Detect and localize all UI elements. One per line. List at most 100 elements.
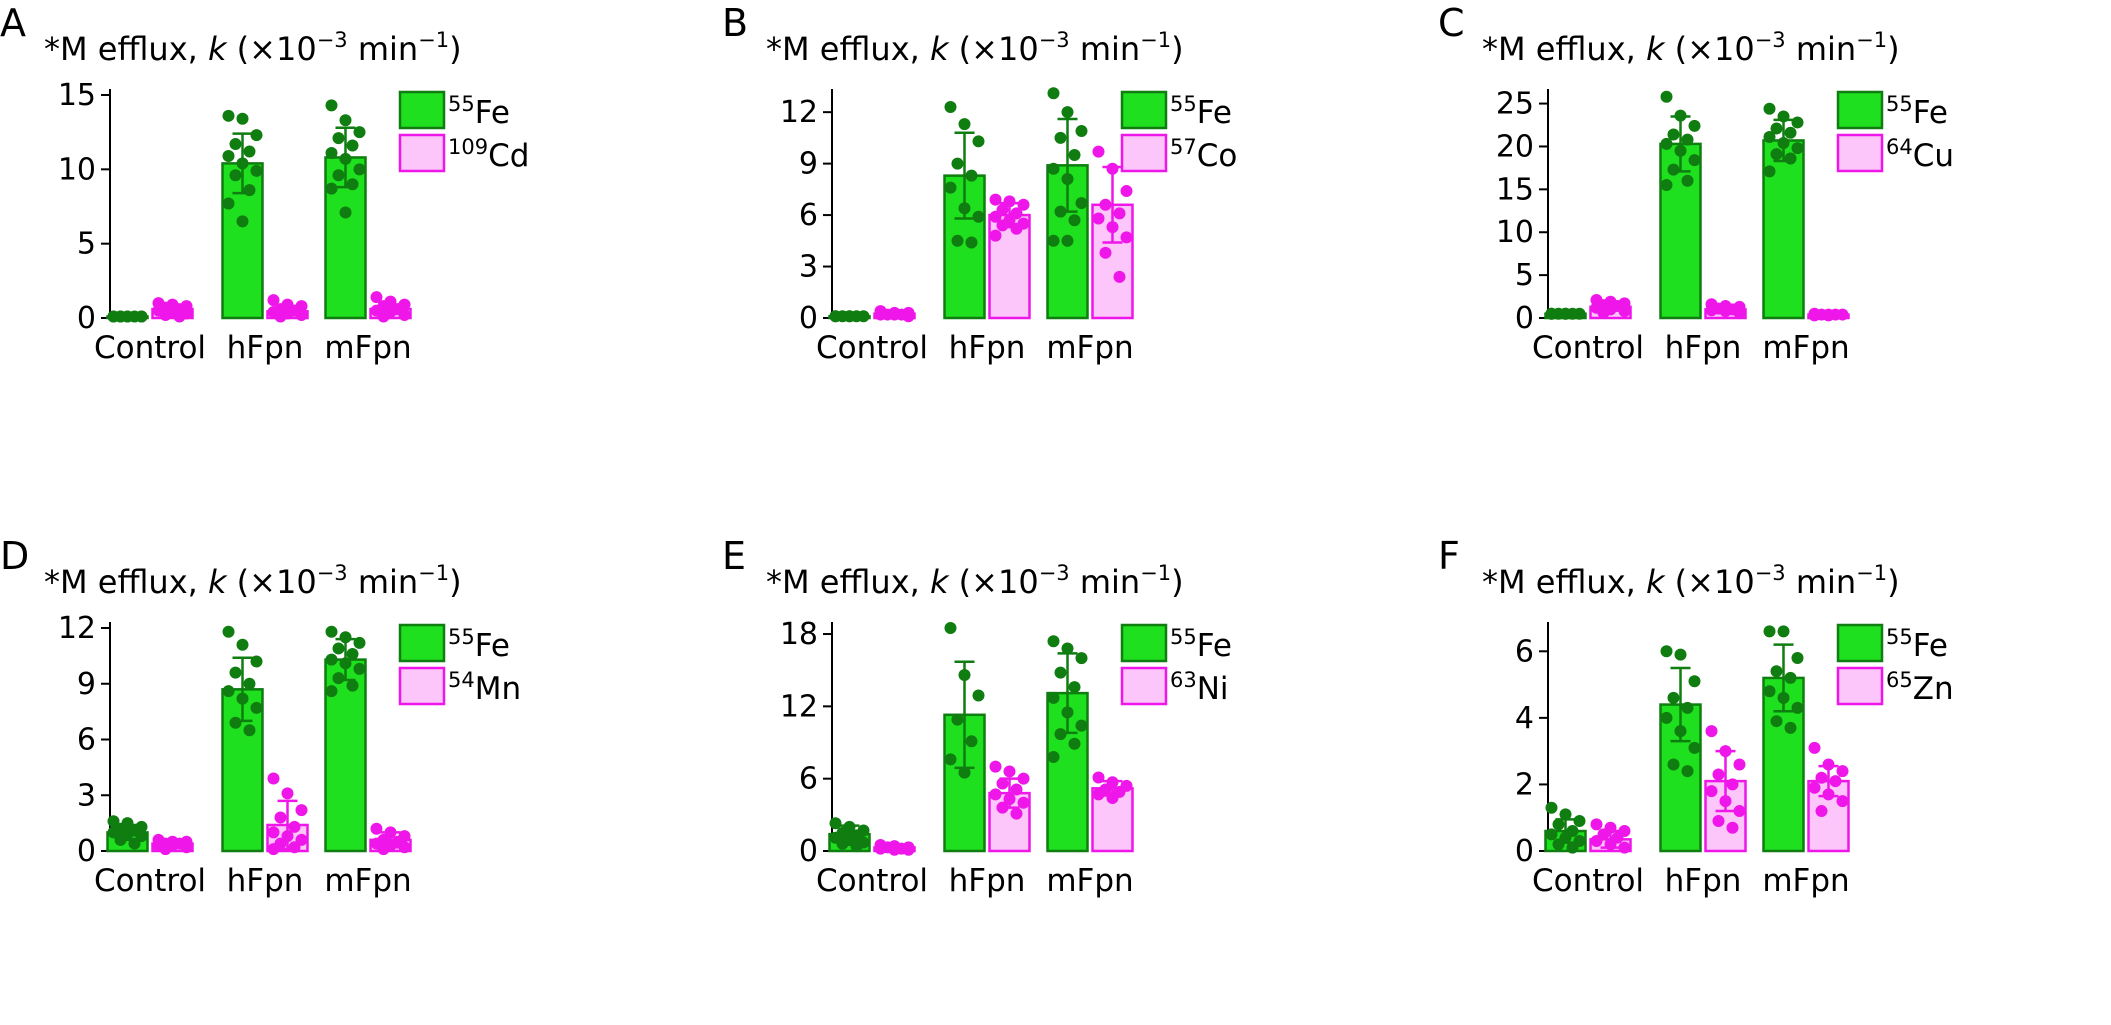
title-exp: −3 <box>1039 561 1070 585</box>
data-point-zn <box>1808 781 1821 794</box>
data-point-fe <box>1688 741 1701 754</box>
data-point-fe <box>1061 234 1074 247</box>
legend-isotope: 54 <box>448 668 475 692</box>
legend-label: 109Cd <box>448 135 529 174</box>
data-point-fe <box>1075 197 1088 210</box>
data-point-fe <box>958 766 971 779</box>
data-point-zn <box>1726 778 1739 791</box>
data-point-zn <box>1822 788 1835 801</box>
data-point-zn <box>1618 841 1631 854</box>
data-point-fe <box>236 215 249 228</box>
y-tick-label: 3 <box>799 250 818 285</box>
category-label: hFpn <box>1665 330 1742 366</box>
y-tick-label: 0 <box>77 301 96 336</box>
data-point-fe <box>250 655 263 668</box>
data-point-fe <box>972 210 985 223</box>
category-label: Control <box>1532 863 1644 899</box>
data-point-fe <box>1054 728 1067 741</box>
title-exp: −3 <box>1755 561 1786 585</box>
data-point-fe <box>1660 137 1673 150</box>
title-min: min <box>348 563 419 601</box>
panel-title: *M efflux, k (×10−3 min−1) <box>1482 28 1900 68</box>
title-minexp: −1 <box>1140 28 1171 52</box>
data-point-fe <box>1545 307 1558 320</box>
data-point-fe <box>1566 841 1579 854</box>
data-point-fe <box>339 152 352 165</box>
data-point-zn <box>1808 741 1821 754</box>
data-point-mn <box>377 843 390 856</box>
panel-d: D *M efflux, k (×10−3 min−1) 0 3 6 9 12 Control… <box>0 534 521 899</box>
category-label: Control <box>94 330 206 366</box>
y-tick-label: 6 <box>1515 634 1534 669</box>
data-point-fe <box>1068 681 1081 694</box>
legend-isotope: 55 <box>448 92 475 116</box>
data-point-fe <box>951 713 964 726</box>
data-point-co <box>1106 162 1119 175</box>
data-point-fe <box>339 657 352 670</box>
data-point-fe <box>1791 142 1804 155</box>
data-point-fe <box>353 126 366 139</box>
legend-element: Ni <box>1197 671 1229 707</box>
data-point-zn <box>1719 745 1732 758</box>
data-point-fe <box>1660 711 1673 724</box>
data-point-co <box>989 229 1002 242</box>
data-point-fe <box>1047 635 1060 648</box>
category-label: Control <box>1532 330 1644 366</box>
data-point-ni <box>1106 791 1119 804</box>
data-point-fe <box>1784 671 1797 684</box>
data-point-co <box>1120 231 1133 244</box>
data-point-fe <box>1660 90 1673 103</box>
data-point-fe <box>1777 625 1790 638</box>
title-min: min <box>1786 563 1857 601</box>
legend-swatch <box>1120 90 1168 130</box>
data-point-fe <box>958 202 971 215</box>
data-point-co <box>1113 207 1126 220</box>
data-point-fe <box>1681 133 1694 146</box>
data-point-fe <box>1061 642 1074 655</box>
data-point-fe <box>339 206 352 219</box>
title-minexp: −1 <box>1856 28 1887 52</box>
category-label: hFpn <box>1665 863 1742 899</box>
data-point-fe <box>332 169 345 182</box>
y-tick-label: 6 <box>799 762 818 797</box>
title-mid: (×10 <box>1665 30 1755 68</box>
data-point-fe <box>1674 144 1687 157</box>
data-point-fe <box>951 234 964 247</box>
data-point-co <box>1113 270 1126 283</box>
data-point-mn <box>281 787 294 800</box>
legend-isotope: 64 <box>1886 135 1913 159</box>
panel-title: *M efflux, k (×10−3 min−1) <box>44 28 462 68</box>
data-point-co <box>1017 198 1030 211</box>
data-point-ni <box>874 842 887 855</box>
data-point-mn <box>295 804 308 817</box>
y-tick-label: 0 <box>1515 834 1534 869</box>
legend-element: Fe <box>1197 95 1232 131</box>
data-point-fe <box>1784 126 1797 139</box>
title-prefix: *M efflux, <box>1482 30 1646 68</box>
data-point-fe <box>1075 719 1088 732</box>
title-exp: −3 <box>317 28 348 52</box>
panel-a: A *M efflux, k (×10−3 min−1) 0 5 10 15 Control… <box>0 1 529 366</box>
category-label: mFpn <box>1762 330 1849 366</box>
data-point-fe <box>1047 234 1060 247</box>
title-min: min <box>348 30 419 68</box>
legend-element: Zn <box>1913 671 1954 707</box>
data-point-fe <box>1054 205 1067 218</box>
data-point-fe <box>346 139 359 152</box>
y-tick-label: 0 <box>77 834 96 869</box>
data-point-ni <box>1003 793 1016 806</box>
data-point-co <box>1106 221 1119 234</box>
data-point-fe <box>325 625 338 638</box>
data-point-fe <box>972 135 985 148</box>
panel-e: E *M efflux, k (×10−3 min−1) 0 6 12 18 Control… <box>722 534 1232 899</box>
data-point-fe <box>1068 737 1081 750</box>
data-point-fe <box>1791 116 1804 129</box>
data-point-ni <box>1092 788 1105 801</box>
data-point-zn <box>1726 821 1739 834</box>
data-point-fe <box>1545 801 1558 814</box>
data-point-fe <box>1667 691 1680 704</box>
data-point-co <box>1099 198 1112 211</box>
legend-label: 54Mn <box>448 668 521 707</box>
legend-isotope: 55 <box>1886 92 1913 116</box>
